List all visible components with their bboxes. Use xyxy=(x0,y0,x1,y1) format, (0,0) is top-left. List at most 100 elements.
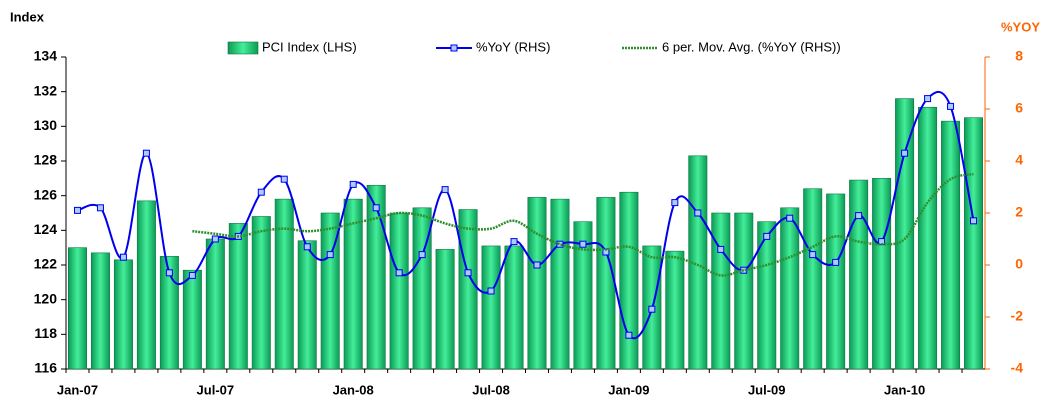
point xyxy=(533,261,541,269)
point xyxy=(119,253,127,261)
point xyxy=(418,251,426,259)
point xyxy=(326,251,334,259)
bar xyxy=(159,256,179,370)
point xyxy=(671,199,679,207)
bar xyxy=(757,221,777,370)
point xyxy=(694,209,702,217)
y2-tick-label: 0 xyxy=(1015,256,1023,272)
bar xyxy=(734,212,754,370)
y2-tick-label: 8 xyxy=(1015,48,1023,64)
bar xyxy=(527,197,547,370)
bar xyxy=(619,191,639,370)
y2-tick-label: -4 xyxy=(1011,360,1024,376)
legend-label: %YoY (RHS) xyxy=(476,39,550,54)
bar xyxy=(136,200,156,370)
point xyxy=(947,102,955,110)
point xyxy=(510,238,518,246)
x-tick-label: Jan-08 xyxy=(333,382,374,397)
bar xyxy=(780,207,800,370)
bar xyxy=(205,238,225,370)
bar xyxy=(274,198,294,370)
y-tick-label: 116 xyxy=(34,360,57,376)
bar xyxy=(228,223,248,370)
legend-swatch xyxy=(227,41,259,55)
point xyxy=(924,95,932,103)
bar xyxy=(872,178,892,370)
y2-axis-title: %YOY xyxy=(1001,19,1040,34)
bar xyxy=(435,249,455,370)
point xyxy=(487,287,495,295)
point xyxy=(165,269,173,277)
point xyxy=(579,240,587,248)
point xyxy=(763,232,771,240)
bar xyxy=(90,252,110,370)
bar xyxy=(711,212,731,370)
bar xyxy=(182,269,202,370)
legend-marker xyxy=(450,44,458,52)
bar xyxy=(343,198,363,370)
point xyxy=(303,243,311,251)
y-tick-label: 134 xyxy=(34,48,58,64)
moving-average-line xyxy=(192,172,974,277)
bar xyxy=(297,240,317,370)
point xyxy=(970,217,978,225)
bar xyxy=(964,117,984,370)
point xyxy=(809,251,817,259)
x-tick-label: Jul-07 xyxy=(197,382,235,397)
point xyxy=(349,180,357,188)
point xyxy=(142,149,150,157)
point xyxy=(556,240,564,248)
y-tick-label: 128 xyxy=(34,152,58,168)
bar xyxy=(113,259,133,370)
y-tick-label: 122 xyxy=(34,256,58,272)
bar xyxy=(596,197,616,370)
y2-tick-label: 2 xyxy=(1015,204,1023,220)
bar xyxy=(826,193,846,370)
point xyxy=(257,188,265,196)
y2-tick-label: 4 xyxy=(1015,152,1023,168)
y2-tick-label: 6 xyxy=(1015,100,1023,116)
bar xyxy=(665,250,685,370)
legend-label: 6 per. Mov. Avg. (%YoY (RHS)) xyxy=(662,39,841,54)
point xyxy=(648,305,656,313)
point xyxy=(878,238,886,246)
point xyxy=(464,269,472,277)
x-tick-label: Jan-07 xyxy=(57,382,98,397)
point xyxy=(786,214,794,222)
point xyxy=(372,204,380,212)
y-tick-label: 132 xyxy=(34,82,58,98)
bar xyxy=(320,212,340,370)
bar xyxy=(941,120,961,370)
y-tick-label: 126 xyxy=(34,186,58,202)
point xyxy=(717,245,725,253)
y-tick-label: 130 xyxy=(34,117,58,133)
bar xyxy=(550,198,570,370)
bar xyxy=(251,216,271,370)
y-tick-label: 118 xyxy=(34,325,57,341)
x-tick-label: Jul-08 xyxy=(472,382,510,397)
y2-tick-label: -2 xyxy=(1011,308,1024,324)
y-tick-label: 120 xyxy=(34,290,58,306)
point xyxy=(280,175,288,183)
bar xyxy=(803,188,823,370)
point xyxy=(188,271,196,279)
bar xyxy=(412,207,432,370)
y-tick-label: 124 xyxy=(34,221,58,237)
point xyxy=(96,204,104,212)
point xyxy=(625,331,633,339)
x-tick-label: Jul-09 xyxy=(748,382,786,397)
point xyxy=(211,235,219,243)
point xyxy=(855,212,863,220)
bar xyxy=(481,245,501,370)
bar xyxy=(688,155,708,370)
point xyxy=(73,206,81,214)
y-axis-title: Index xyxy=(10,9,45,24)
bar xyxy=(573,221,593,370)
bar xyxy=(67,247,87,370)
bar xyxy=(389,212,409,370)
legend-label: PCI Index (LHS) xyxy=(262,39,357,54)
bar xyxy=(458,209,478,370)
point xyxy=(441,186,449,194)
x-tick-label: Jan-09 xyxy=(608,382,649,397)
